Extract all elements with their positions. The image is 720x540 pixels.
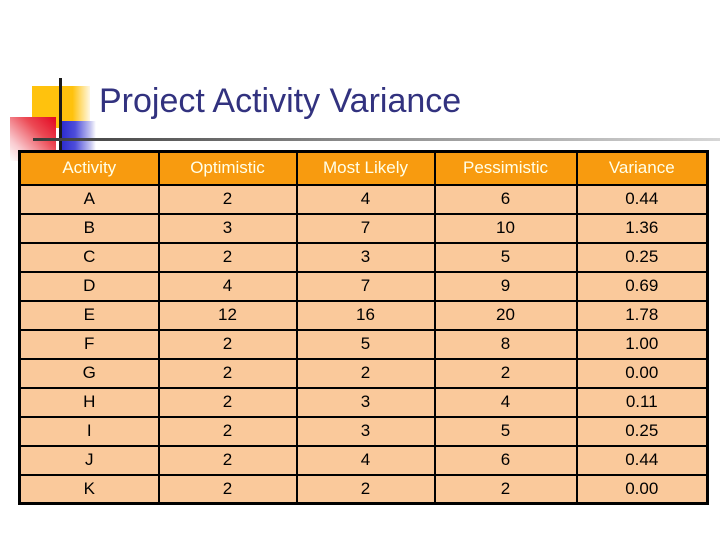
table-cell: 5 [295,328,436,360]
column-header-variance: Variance [575,150,709,186]
table-cell: 3 [157,212,298,244]
table-cell: 0.25 [575,415,709,447]
table-cell: 0.11 [575,386,709,418]
table-cell: 3 [295,241,436,273]
table-cell: 0.69 [575,270,709,302]
table-cell: 8 [433,328,578,360]
table-row: I 2 3 5 0.25 [18,415,709,447]
table-cell: K [18,473,160,505]
table-cell: F [18,328,160,360]
column-header-optimistic: Optimistic [157,150,298,186]
table-cell: J [18,444,160,476]
table-cell: 9 [433,270,578,302]
table-row: A 2 4 6 0.44 [18,183,709,215]
table-header-row: Activity Optimistic Most Likely Pessimis… [18,150,709,186]
table-cell: 4 [295,183,436,215]
table-cell: 0.25 [575,241,709,273]
table-cell: 5 [433,241,578,273]
table-cell: 16 [295,299,436,331]
table-cell: 2 [157,183,298,215]
table-cell: 2 [433,357,578,389]
table-row: J 2 4 6 0.44 [18,444,709,476]
table-cell: 2 [295,357,436,389]
table-cell: G [18,357,160,389]
table-cell: 1.00 [575,328,709,360]
table-cell: 3 [295,415,436,447]
table-row: C 2 3 5 0.25 [18,241,709,273]
table-cell: 2 [157,241,298,273]
table-cell: 7 [295,212,436,244]
table-cell: 2 [157,328,298,360]
table-cell: E [18,299,160,331]
table-cell: 6 [433,444,578,476]
table-cell: 4 [433,386,578,418]
table-row: E 12 16 20 1.78 [18,299,709,331]
table-cell: 5 [433,415,578,447]
table-cell: 0.00 [575,357,709,389]
table-row: G 2 2 2 0.00 [18,357,709,389]
table-row: F 2 5 8 1.00 [18,328,709,360]
table-cell: 6 [433,183,578,215]
table-row: B 3 7 10 1.36 [18,212,709,244]
slide-title: Project Activity Variance [99,82,462,120]
table-cell: 20 [433,299,578,331]
table-cell: 12 [157,299,298,331]
table-cell: 2 [157,386,298,418]
table-cell: 4 [295,444,436,476]
table-cell: 1.36 [575,212,709,244]
table-cell: C [18,241,160,273]
table-cell: D [18,270,160,302]
column-header-pessimistic: Pessimistic [433,150,578,186]
table-cell: 10 [433,212,578,244]
table-row: H 2 3 4 0.11 [18,386,709,418]
decoration-vertical-line [59,78,62,152]
table-cell: 2 [157,415,298,447]
table-cell: 4 [157,270,298,302]
table-cell: H [18,386,160,418]
column-header-most-likely: Most Likely [295,150,436,186]
table-row: D 4 7 9 0.69 [18,270,709,302]
table-cell: 2 [433,473,578,505]
table-cell: 0.44 [575,183,709,215]
table-cell: 2 [295,473,436,505]
table-cell: 2 [157,473,298,505]
table-cell: 3 [295,386,436,418]
table-cell: 7 [295,270,436,302]
table-cell: B [18,212,160,244]
table-cell: 2 [157,444,298,476]
table-cell: I [18,415,160,447]
decoration-horizontal-rule [33,138,720,141]
table-cell: 0.44 [575,444,709,476]
table-cell: A [18,183,160,215]
column-header-activity: Activity [18,150,160,186]
activity-variance-table: Activity Optimistic Most Likely Pessimis… [18,150,709,505]
table-cell: 0.00 [575,473,709,505]
table-cell: 1.78 [575,299,709,331]
table-cell: 2 [157,357,298,389]
table-row: K 2 2 2 0.00 [18,473,709,505]
